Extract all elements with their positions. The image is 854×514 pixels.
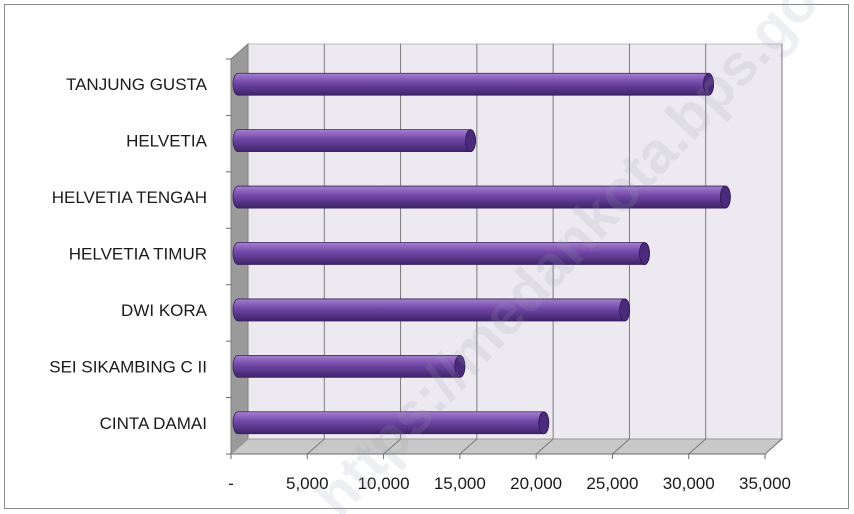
x-axis-ticks: - 5,000 10,000 15,000 20,000 25,000 30,000 35,0… [228, 454, 791, 493]
bar [232, 411, 550, 435]
gridlines [226, 44, 783, 455]
x-tick-label: - [228, 474, 234, 493]
category-labels: TANJUNG GUSTA HELVETIA HELVETIA TENGAH HELV… [49, 75, 207, 433]
gridline-floor [612, 438, 630, 455]
category-label: TANJUNG GUSTA [66, 75, 208, 94]
x-tick-label: 15,000 [434, 474, 486, 493]
bar-body [232, 298, 630, 322]
bar-body [232, 72, 714, 96]
bar-end-cap [454, 354, 466, 378]
gridline-floor [688, 438, 707, 455]
bar-end-cap [619, 298, 631, 322]
x-tick-label: 20,000 [510, 474, 562, 493]
x-tick-label: 10,000 [358, 474, 410, 493]
x-tick-label: 5,000 [286, 474, 329, 493]
bar [232, 242, 650, 265]
bar-end-cap [538, 411, 550, 435]
bar [232, 185, 731, 209]
gridline-floor [764, 438, 783, 455]
bar-end-cap [639, 242, 650, 265]
x-tick-label: 35,000 [739, 474, 791, 493]
bar [232, 129, 476, 153]
floor [229, 438, 784, 455]
category-label: HELVETIA TENGAH [52, 188, 207, 207]
bar [232, 298, 631, 322]
x-tick-label: 25,000 [586, 474, 638, 493]
bar-end-cap [719, 185, 731, 209]
bar [232, 354, 466, 378]
x-tick-label: 30,000 [663, 474, 715, 493]
category-label: DWI KORA [121, 301, 208, 320]
category-label: HELVETIA [126, 132, 208, 151]
category-label: CINTA DAMAI [100, 414, 207, 433]
gridline-floor [459, 438, 478, 455]
bars [232, 72, 731, 435]
bar-end-cap [465, 129, 476, 153]
bar-body [232, 129, 476, 153]
category-label: HELVETIA TIMUR [69, 245, 207, 264]
gridline-floor [306, 438, 325, 455]
gridline-floor [383, 438, 401, 455]
category-label: SEI SIKAMBING C II [49, 357, 207, 376]
gridline-floor [535, 438, 554, 455]
bar-end-cap [703, 72, 714, 96]
bar [232, 72, 714, 96]
